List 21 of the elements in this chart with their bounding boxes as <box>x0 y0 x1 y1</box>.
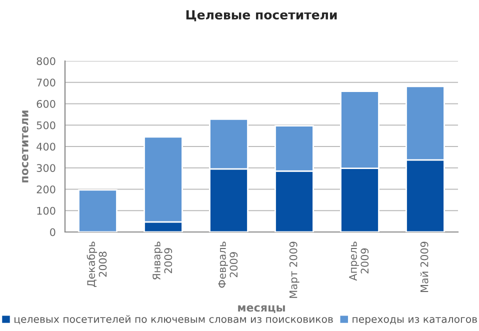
x-tick-label: Май 2009 <box>420 242 428 292</box>
y-tick-label: 500 <box>36 121 56 130</box>
y-tick-label: 700 <box>36 78 56 86</box>
legend-label: переходы из каталогов <box>352 317 477 325</box>
y-tick-label: 200 <box>36 185 56 194</box>
x-tick-label: Январь 2009 <box>152 242 172 280</box>
x-tick-label: Февраль 2009 <box>218 242 238 288</box>
bar <box>78 189 118 232</box>
x-tick-label: Апрель 2009 <box>349 242 369 281</box>
legend-label: целевых посетителей по ключевым словам из поисковиков <box>14 315 333 324</box>
x-axis-title: месяцы <box>238 305 285 314</box>
y-tick-label: 600 <box>36 100 56 108</box>
y-tick-label: 0 <box>50 228 56 236</box>
chart-title: Целевые посетители <box>186 10 337 22</box>
y-axis-title: посетители <box>22 110 28 182</box>
y-tick-label: 100 <box>37 206 56 215</box>
x-tick-label: Март 2009 <box>289 242 300 298</box>
x-tick-label: Декабрь 2008 <box>86 242 107 287</box>
y-tick-label: 400 <box>36 142 56 151</box>
y-tick-label: 800 <box>36 57 56 66</box>
y-tick-label: 300 <box>36 164 56 172</box>
